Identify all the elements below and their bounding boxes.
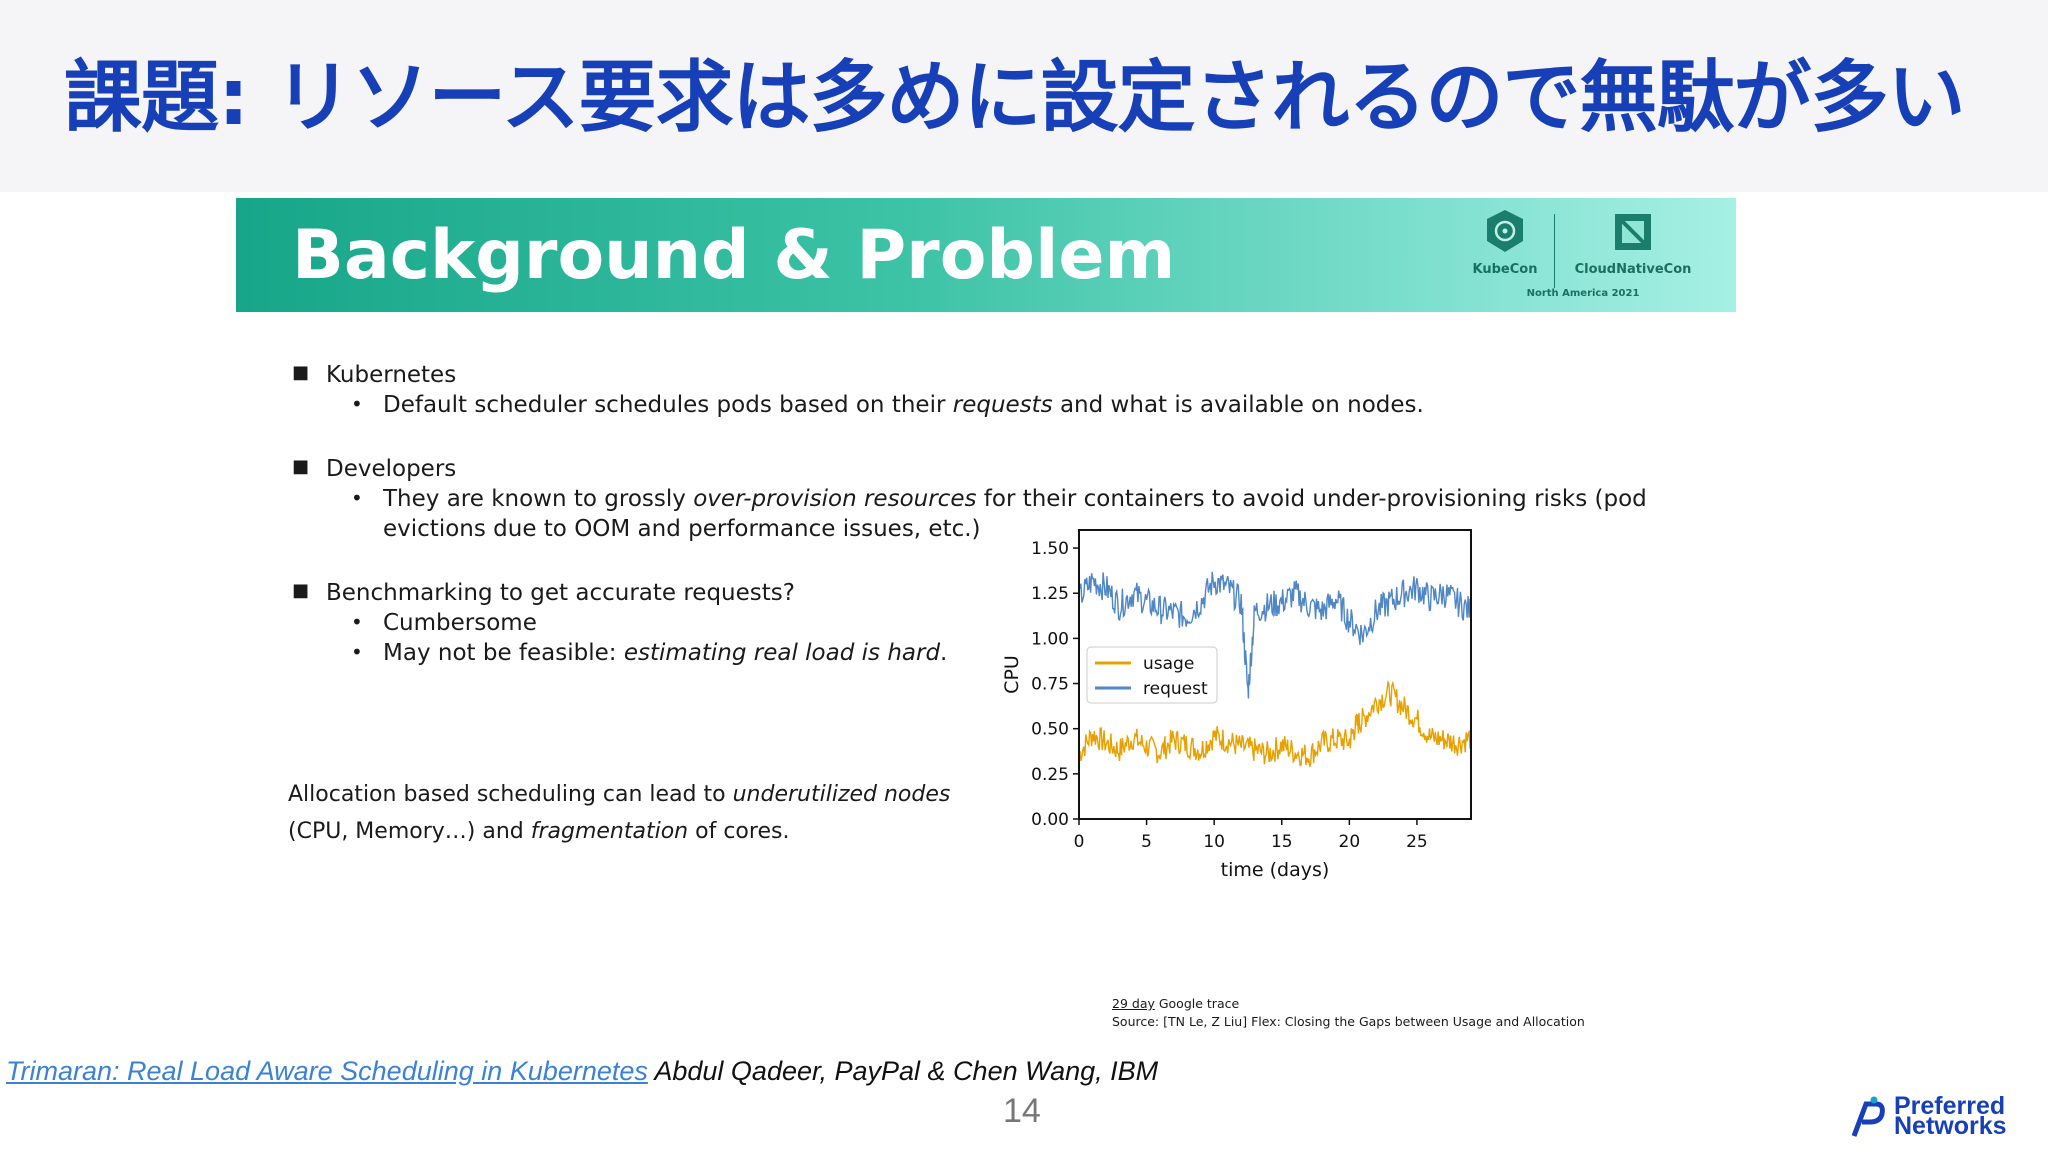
reference-link[interactable]: Trimaran: Real Load Aware Scheduling in … (6, 1056, 648, 1086)
cloudnativecon-label: CloudNativeCon (1574, 262, 1692, 277)
reference-authors: Abdul Qadeer, PayPal & Chen Wang, IBM (647, 1056, 1159, 1086)
source-line-1: 29 day Google trace (1112, 996, 1240, 1011)
series-line-request (1078, 571, 1472, 699)
logo-divider (1554, 214, 1555, 288)
pfn-wordmark: Preferred Networks (1894, 1092, 2007, 1140)
bullet-kubernetes-sub: • Default scheduler schedules pods based … (351, 392, 1424, 418)
bullet-benchmarking-sub1: • Cumbersome (351, 610, 537, 636)
embedded-slide: Background & Problem KubeCon CloudNative… (236, 198, 1736, 1038)
dot-bullet-icon: • (351, 486, 363, 510)
x-tick-label: 25 (1406, 832, 1428, 852)
reference: Trimaran: Real Load Aware Scheduling in … (6, 1056, 1158, 1087)
banner-title: Background & Problem (292, 216, 1176, 295)
page-number: 14 (1003, 1092, 1041, 1130)
legend-label-usage: usage (1143, 654, 1194, 674)
source-line-2: Source: [TN Le, Z Liu] Flex: Closing the… (1112, 1014, 1585, 1029)
embedded-banner: Background & Problem KubeCon CloudNative… (236, 198, 1736, 312)
square-bullet-icon: ■ (292, 580, 310, 601)
bullet-developers-sub-cont: evictions due to OOM and performance iss… (383, 516, 981, 542)
bullet-developers: ■ Developers (292, 456, 457, 482)
square-bullet-icon: ■ (292, 456, 310, 477)
x-tick-label: 10 (1203, 832, 1225, 852)
conference-logos: KubeCon CloudNativeCon North America 202… (1460, 208, 1720, 304)
x-tick-label: 15 (1271, 832, 1293, 852)
allocation-note: Allocation based scheduling can lead to … (288, 776, 950, 850)
allocation-note-line2: (CPU, Memory…) and fragmentation of core… (288, 819, 790, 844)
slide-title: 課題: リソース要求は多めに設定されるので無駄が多い (64, 53, 1965, 143)
cloudnativecon-icon (1615, 214, 1651, 250)
bullet-kubernetes: ■ Kubernetes (292, 362, 457, 388)
y-tick-label: 1.50 (1031, 539, 1069, 559)
allocation-note-line1: Allocation based scheduling can lead to … (288, 782, 951, 807)
dot-bullet-icon: • (351, 640, 363, 664)
y-tick-label: 0.50 (1031, 720, 1069, 740)
series-line-usage (1078, 680, 1472, 767)
y-tick-label: 0.00 (1031, 810, 1069, 830)
legend-label-request: request (1143, 679, 1208, 699)
y-tick-label: 1.00 (1031, 629, 1069, 649)
x-tick-label: 20 (1339, 832, 1361, 852)
square-bullet-icon: ■ (292, 362, 310, 383)
bullet-developers-sub: • They are known to grossly over-provisio… (351, 486, 1647, 512)
x-axis-label: time (days) (1221, 859, 1330, 881)
plot-frame (1078, 529, 1472, 820)
kubecon-logo: KubeCon (1460, 208, 1550, 277)
y-axis-label: CPU (1001, 655, 1023, 694)
bullet-benchmarking: ■ Benchmarking to get accurate requests? (292, 580, 795, 606)
dot-bullet-icon: • (351, 610, 363, 634)
cpu-chart: 0.00 0.25 0.50 0.75 1.00 1.25 1.50 0 5 10 15 20 25 ti… (1001, 529, 1472, 881)
preferred-networks-logo: Preferred Networks (1848, 1092, 2038, 1142)
kubecon-icon (1487, 210, 1523, 252)
x-tick-label: 0 (1074, 832, 1085, 852)
bullet-benchmarking-sub2: • May not be feasible: estimating real lo… (351, 640, 948, 666)
kubecon-label: KubeCon (1472, 262, 1538, 277)
title-band (0, 0, 2048, 192)
y-tick-label: 1.25 (1031, 584, 1069, 604)
y-tick-label: 0.25 (1031, 765, 1069, 785)
cloudnativecon-logo: CloudNativeCon (1560, 208, 1706, 277)
dot-bullet-icon: • (351, 392, 363, 416)
pfn-logo-icon (1851, 1096, 1885, 1137)
y-tick-label: 0.75 (1031, 675, 1069, 695)
x-tick-label: 5 (1141, 832, 1152, 852)
event-label: North America 2021 (1526, 288, 1640, 299)
